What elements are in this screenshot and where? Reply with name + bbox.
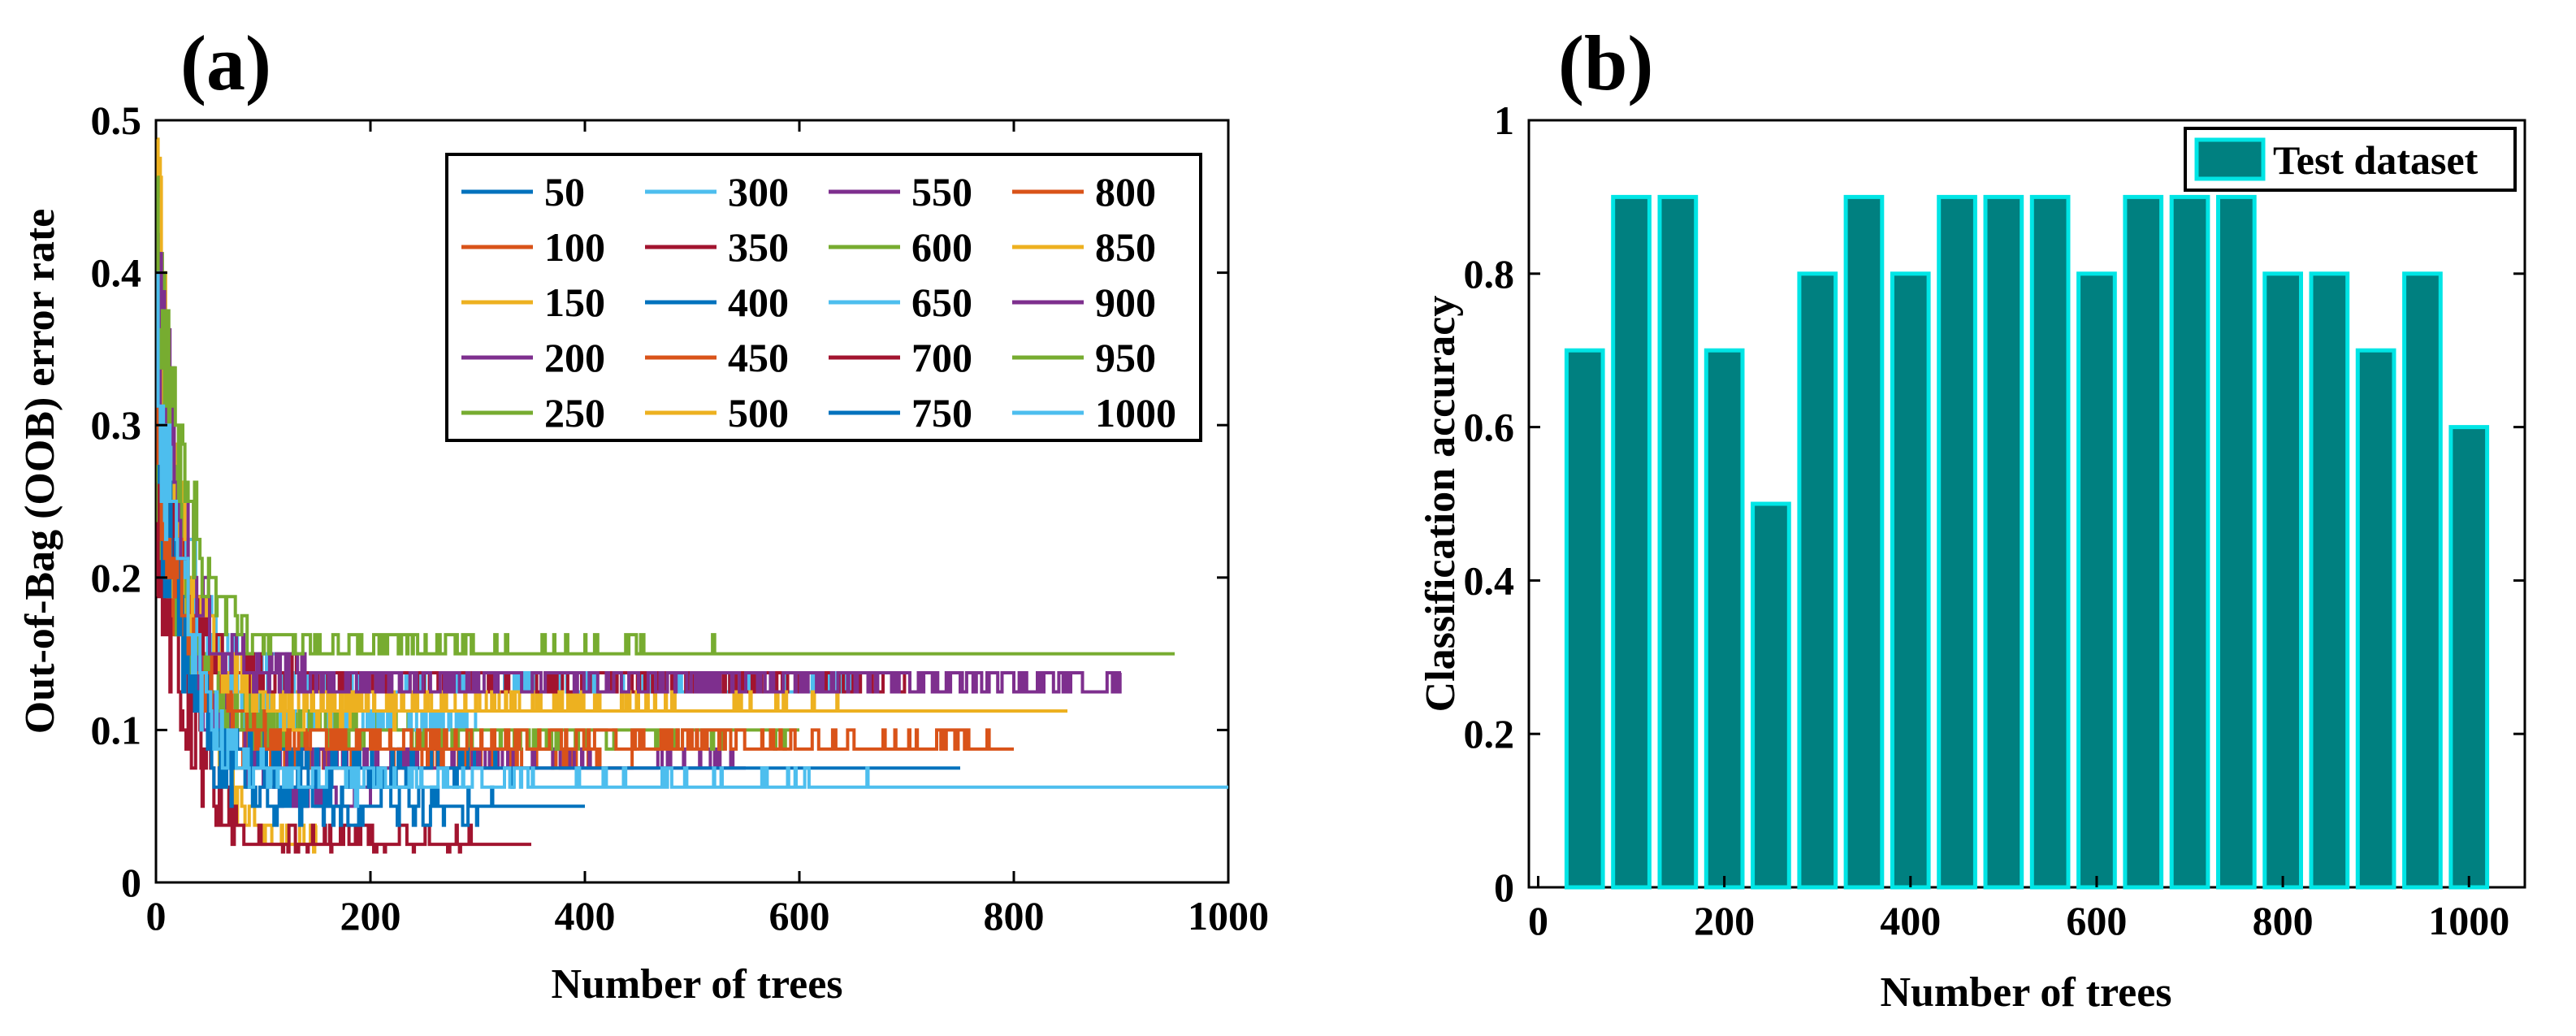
legend-label-600: 600 [911, 224, 972, 270]
panel-b-bars [1564, 194, 2490, 890]
series-line-900 [156, 232, 1122, 694]
bar-100 [1611, 194, 1652, 890]
legend-label-150: 150 [544, 280, 605, 325]
panel-b-ylabel: Classification accuracy [1418, 296, 1464, 713]
x-tick-label: 200 [340, 893, 401, 938]
x-tick-label: 1000 [1188, 893, 1269, 938]
series-line-1000 [156, 271, 1228, 808]
legend-label-800: 800 [1095, 169, 1156, 215]
y-tick-label: 1 [1494, 98, 1514, 143]
panel-b: (b) 0 200 400 600 800 1000 0 0.2 0.4 0.6 0.8 1 Numb… [1418, 20, 2526, 1016]
bar-400 [1890, 271, 1931, 890]
y-tick-label: 0.4 [1464, 557, 1515, 603]
legend-label-50: 50 [544, 169, 585, 215]
legend-label-500: 500 [728, 390, 789, 436]
legend-label-300: 300 [728, 169, 789, 215]
panel-a-label: (a) [180, 20, 271, 106]
y-tick-label: 0.2 [1464, 711, 1515, 756]
y-tick-label: 0.4 [91, 250, 142, 296]
legend-label-550: 550 [911, 169, 972, 215]
legend-label-450: 450 [728, 335, 789, 380]
bar-850 [2309, 271, 2350, 890]
bar-550 [2029, 194, 2071, 890]
legend-label-350: 350 [728, 224, 789, 270]
bar-350 [1843, 194, 1885, 890]
bar-800 [2262, 271, 2304, 890]
panel-b-label: (b) [1558, 20, 1653, 106]
legend-label-100: 100 [544, 224, 605, 270]
x-tick-label: 800 [984, 893, 1045, 938]
bar-1000 [2448, 425, 2490, 890]
x-tick-label: 200 [1694, 898, 1755, 943]
series-line-950 [156, 176, 1175, 656]
panel-a-series-group [156, 137, 1228, 854]
legend-label-700: 700 [911, 335, 972, 380]
legend-label-750: 750 [911, 390, 972, 436]
series-line-850 [156, 309, 1067, 732]
bar-950 [2402, 271, 2443, 890]
bar-500 [1983, 194, 2024, 890]
y-tick-label: 0.5 [91, 98, 142, 143]
bar-200 [1704, 348, 1745, 890]
y-tick-label: 0.8 [1464, 251, 1515, 297]
y-tick-label: 0 [1494, 865, 1514, 910]
panel-a-xlabel: Number of trees [551, 961, 842, 1008]
legend-label-950: 950 [1095, 335, 1156, 380]
series-line-350 [156, 480, 531, 854]
legend-label-850: 850 [1095, 224, 1156, 270]
series-line-400 [156, 327, 585, 827]
legend-label-650: 650 [911, 280, 972, 325]
bar-650 [2123, 194, 2164, 890]
bar-300 [1797, 271, 1838, 890]
legend-label-test-dataset: Test dataset [2273, 137, 2479, 183]
panel-b-xlabel: Number of trees [1880, 969, 2171, 1016]
panel-a-ylabel: Out-of-Bag (OOB) error rate [17, 209, 63, 734]
y-tick-label: 0.1 [91, 707, 142, 752]
bar-750 [2216, 194, 2257, 890]
x-tick-label: 600 [769, 893, 830, 938]
y-tick-label: 0.2 [91, 555, 142, 600]
x-tick-label: 0 [1528, 898, 1548, 943]
bar-600 [2076, 271, 2117, 890]
legend-label-400: 400 [728, 280, 789, 325]
bar-150 [1657, 194, 1699, 890]
x-tick-label: 400 [1880, 898, 1941, 943]
legend-swatch-test-dataset [2194, 137, 2266, 181]
bar-900 [2355, 348, 2396, 890]
bar-50 [1564, 348, 1605, 890]
legend-label-200: 200 [544, 335, 605, 380]
bar-700 [2169, 194, 2210, 890]
bar-250 [1751, 501, 1791, 890]
x-tick-label: 800 [2253, 898, 2314, 943]
panel-b-tick-labels: 0 200 400 600 800 1000 0 0.2 0.4 0.6 0.8 1 [1464, 98, 2525, 943]
panel-a-legend-box [445, 153, 1202, 442]
panel-a-tick-labels: 0 200 400 600 800 1000 0 0.1 0.2 0.3 0.4 0.5 [91, 98, 1270, 938]
x-tick-label: 1000 [2428, 898, 2509, 943]
y-tick-label: 0.3 [91, 402, 142, 448]
panel-b-legend: Test dataset [2184, 127, 2517, 192]
x-tick-label: 400 [555, 893, 616, 938]
legend-label-1000: 1000 [1095, 390, 1176, 436]
bar-450 [1937, 194, 1977, 890]
x-tick-label: 600 [2066, 898, 2127, 943]
panel-a-legend: 50 100 150 200 250 300 350 400 450 500 550 600 650 70… [445, 153, 1202, 442]
y-tick-label: 0 [121, 860, 141, 905]
legend-label-250: 250 [544, 390, 605, 436]
x-tick-label: 0 [146, 893, 167, 938]
legend-label-900: 900 [1095, 280, 1156, 325]
y-tick-label: 0.6 [1464, 405, 1515, 450]
panel-a: (a) 0 200 400 600 800 1000 0 0.1 0.2 0.3 0.4 0.5 Nu… [17, 20, 1269, 1008]
